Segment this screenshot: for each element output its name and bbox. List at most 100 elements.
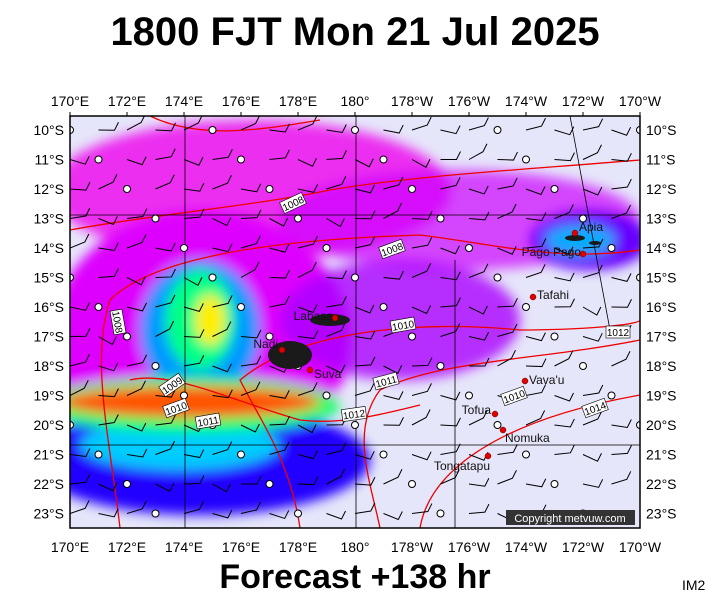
barb bbox=[354, 476, 376, 486]
isobar-label-bg bbox=[162, 397, 190, 419]
barb bbox=[383, 270, 404, 280]
place-dot bbox=[529, 293, 537, 301]
barb bbox=[326, 364, 346, 374]
barb bbox=[98, 242, 119, 252]
barb bbox=[297, 330, 319, 339]
place-label: Vava'u bbox=[529, 373, 564, 387]
isobar-label-bg bbox=[194, 412, 222, 430]
barb bbox=[183, 116, 203, 131]
isobar-label-bg bbox=[605, 325, 631, 339]
lat-label-right: 20°S bbox=[646, 417, 677, 433]
barb bbox=[354, 356, 376, 367]
place-dot bbox=[278, 346, 286, 354]
lon-label-bottom: 172°E bbox=[108, 539, 146, 555]
calm-circle bbox=[636, 421, 640, 429]
calm-circle bbox=[522, 303, 530, 311]
barb bbox=[269, 441, 290, 455]
barb bbox=[611, 152, 632, 162]
lat-label-left: 21°S bbox=[33, 447, 64, 463]
calm-circle bbox=[579, 362, 587, 370]
barb bbox=[525, 264, 546, 278]
barb bbox=[240, 261, 260, 278]
calm-circle bbox=[265, 185, 274, 193]
calm-circle bbox=[636, 273, 640, 282]
place-label: Suva bbox=[314, 367, 342, 381]
isobar-label: 1011 bbox=[372, 371, 400, 391]
calm-circle bbox=[550, 185, 559, 193]
barb bbox=[98, 336, 117, 346]
barb bbox=[70, 500, 90, 514]
calm-circle bbox=[151, 214, 160, 223]
barb bbox=[440, 151, 461, 160]
barb bbox=[411, 503, 433, 514]
barb bbox=[240, 355, 262, 367]
calm-circle bbox=[94, 303, 103, 311]
barb bbox=[297, 450, 318, 460]
barb bbox=[554, 246, 574, 256]
barb bbox=[183, 303, 204, 313]
barb bbox=[582, 264, 603, 278]
barb bbox=[468, 331, 490, 341]
barb bbox=[297, 382, 318, 396]
barb bbox=[525, 117, 546, 131]
barb bbox=[126, 156, 147, 166]
barb bbox=[354, 382, 375, 396]
calm-circle bbox=[322, 244, 331, 252]
barb bbox=[240, 423, 260, 433]
barb bbox=[582, 144, 602, 160]
barb bbox=[183, 157, 204, 166]
barb bbox=[383, 202, 403, 219]
place-label: Nomuka bbox=[505, 431, 550, 445]
barb bbox=[297, 235, 318, 249]
calm-circle bbox=[493, 273, 502, 282]
barb bbox=[440, 125, 461, 135]
barb bbox=[354, 158, 374, 168]
barb bbox=[611, 419, 632, 429]
lat-label-right: 11°S bbox=[646, 152, 675, 168]
barb bbox=[497, 323, 518, 337]
barb bbox=[183, 475, 205, 485]
lon-label-bottom: 170°E bbox=[51, 539, 89, 555]
barb bbox=[411, 357, 433, 367]
image-code: IM2 bbox=[682, 577, 706, 593]
barb bbox=[70, 181, 91, 191]
calm-circle bbox=[436, 362, 445, 370]
lon-label-top: 170°E bbox=[51, 93, 89, 109]
calm-circle bbox=[208, 126, 217, 134]
barb bbox=[98, 122, 119, 131]
place-label: Apia bbox=[579, 220, 603, 234]
barb bbox=[212, 441, 233, 455]
place-label: Tofua bbox=[462, 403, 492, 417]
lon-label-top: 176°E bbox=[222, 93, 260, 109]
barb bbox=[582, 306, 602, 316]
map-area bbox=[70, 116, 640, 528]
barb bbox=[126, 354, 148, 367]
calm-circle bbox=[208, 273, 217, 282]
barb bbox=[354, 502, 376, 514]
isobar-label-bg bbox=[279, 192, 307, 214]
barb bbox=[611, 445, 632, 455]
barb bbox=[440, 245, 460, 255]
barb bbox=[468, 503, 490, 514]
barb bbox=[98, 388, 119, 398]
barb bbox=[582, 332, 603, 342]
calm-circle bbox=[237, 303, 245, 311]
barb bbox=[155, 174, 175, 190]
calm-circle bbox=[522, 155, 530, 164]
calm-circle bbox=[550, 332, 559, 341]
barb bbox=[212, 363, 232, 373]
barb bbox=[126, 448, 148, 458]
calm-circle bbox=[351, 421, 359, 429]
lon-label-top: 172°E bbox=[108, 93, 146, 109]
barb bbox=[212, 149, 233, 160]
calm-circle bbox=[607, 391, 616, 400]
barb bbox=[269, 269, 290, 279]
barb bbox=[240, 381, 261, 396]
calm-circle bbox=[123, 480, 131, 488]
barb bbox=[383, 417, 404, 426]
lat-label-right: 14°S bbox=[646, 240, 677, 256]
barb bbox=[497, 297, 518, 308]
barb bbox=[155, 320, 175, 337]
isobar-label-text: 1011 bbox=[375, 374, 399, 390]
